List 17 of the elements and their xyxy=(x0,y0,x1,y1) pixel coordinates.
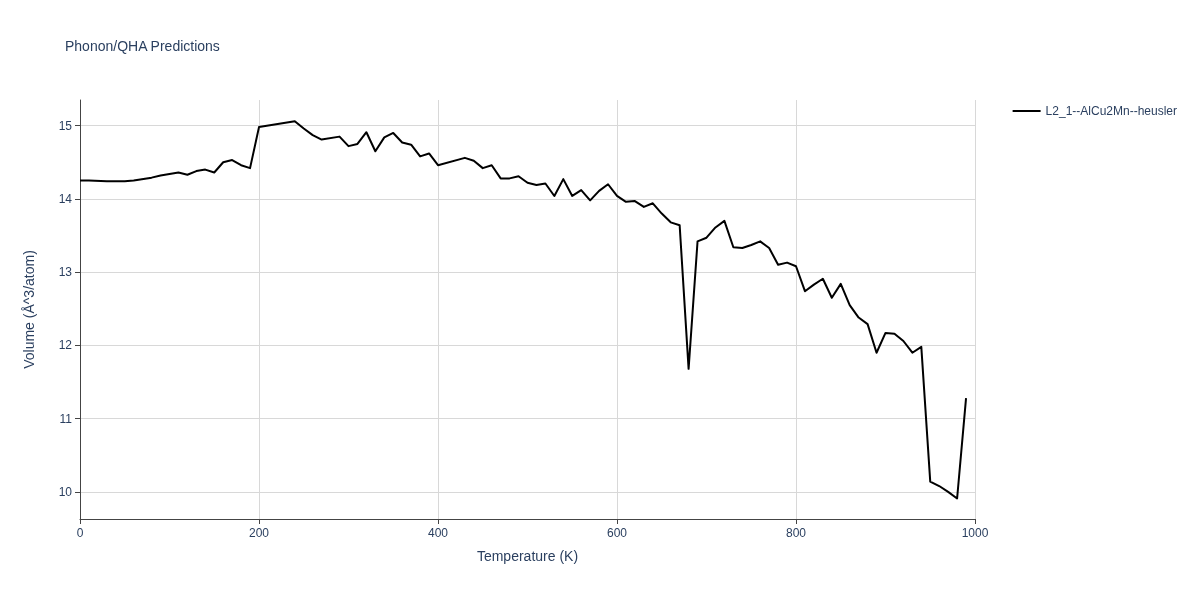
x-tick-label: 0 xyxy=(76,526,84,540)
y-tick-label: 15 xyxy=(58,118,73,133)
y-tick-label: 13 xyxy=(58,265,73,280)
x-tick-label: 600 xyxy=(606,526,628,540)
x-axis-title: Temperature (K) xyxy=(476,548,579,564)
y-tick-label: 10 xyxy=(58,484,73,499)
y-tick-label: 11 xyxy=(59,411,73,426)
line-series xyxy=(79,120,968,500)
x-tick-label: 400 xyxy=(427,526,449,540)
x-tick-label: 1000 xyxy=(961,526,989,540)
y-tick-label: 14 xyxy=(58,191,73,206)
x-tick-label: 800 xyxy=(785,526,807,540)
x-tick-label: 200 xyxy=(248,526,270,540)
legend-label: L2_1--AlCu2Mn--heusler xyxy=(1045,104,1177,118)
y-axis-title: Volume (Å^3/atom) xyxy=(21,250,37,369)
y-tick-label: 12 xyxy=(58,338,73,353)
chart-title: Phonon/QHA Predictions xyxy=(65,38,220,54)
